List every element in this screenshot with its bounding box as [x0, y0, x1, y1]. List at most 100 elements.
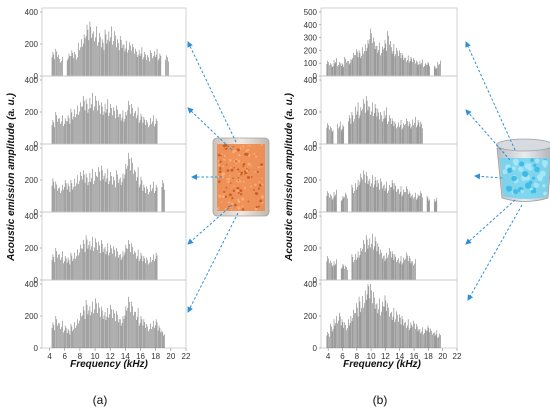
orange-particle — [220, 201, 223, 204]
blue-particle — [524, 182, 532, 189]
y-tick-label: 400 — [304, 280, 318, 289]
orange-particle — [233, 166, 235, 169]
orange-particle — [222, 195, 226, 199]
blue-particle — [534, 166, 540, 173]
x-tick-label: 4 — [47, 352, 52, 361]
blue-particle — [533, 190, 537, 194]
blue-particle — [507, 167, 513, 173]
orange-particle — [245, 169, 249, 173]
orange-particle — [229, 182, 232, 184]
orange-particle — [230, 202, 234, 206]
y-tick-label: 400 — [25, 76, 39, 85]
y-tick-label: 400 — [304, 144, 318, 153]
orange-particle — [247, 200, 250, 203]
y-tick-label: 200 — [304, 312, 318, 321]
blue-particle — [522, 171, 527, 177]
panel-a-ylabel: Acoustic emission amplitude (a. u.) — [6, 92, 17, 261]
orange-particle — [228, 175, 231, 177]
y-tick-label: 0 — [313, 208, 318, 217]
y-tick-label: 100 — [304, 59, 318, 68]
x-tick-label: 8 — [355, 352, 360, 361]
orange-particle — [226, 169, 230, 172]
orange-particle — [243, 186, 247, 190]
orange-particle — [233, 185, 235, 187]
blue-particle — [530, 189, 535, 194]
orange-particle — [236, 189, 240, 192]
blue-particle — [534, 158, 540, 164]
orange-particle — [218, 180, 221, 183]
orange-particle — [239, 189, 243, 193]
orange-particle — [227, 180, 230, 184]
orange-particle — [257, 166, 260, 169]
orange-particle — [241, 197, 245, 201]
orange-particle — [245, 171, 248, 175]
y-tick-label: 400 — [304, 212, 318, 221]
orange-particle — [237, 198, 240, 201]
x-tick-label: 10 — [91, 352, 100, 361]
orange-particle — [224, 195, 228, 198]
connector-arrow — [465, 41, 516, 151]
orange-particle — [217, 153, 221, 157]
orange-particle — [255, 205, 258, 209]
connector-arrow — [465, 199, 516, 245]
connector-arrow — [187, 204, 233, 245]
y-tick-label: 0 — [313, 72, 318, 81]
orange-particle — [235, 162, 237, 165]
orange-particle — [253, 153, 256, 155]
connector-arrow — [187, 107, 233, 151]
orange-particle — [219, 160, 222, 163]
panel-b-caption: (b) — [373, 393, 388, 407]
orange-particle — [223, 154, 226, 157]
orange-particle — [250, 176, 253, 178]
subplot-frame — [41, 7, 187, 77]
orange-particle — [216, 207, 220, 210]
orange-particle — [258, 183, 262, 187]
panel-a-xlabel: Frequency (kHz) — [70, 359, 148, 370]
orange-particle — [235, 158, 238, 161]
blue-particle — [520, 189, 524, 194]
x-tick-label: 10 — [367, 352, 376, 361]
panel-b: 0100200300400500020040002004000200400020… — [304, 7, 462, 361]
panel-b-xlabel: Frequency (kHz) — [343, 359, 421, 370]
y-tick-label: 500 — [304, 8, 318, 17]
panel-a-caption: (a) — [93, 393, 108, 407]
orange-particle — [238, 154, 241, 157]
connector-arrow — [474, 173, 503, 180]
orange-particle — [257, 205, 260, 208]
connector-arrow — [465, 109, 511, 161]
y-tick-label: 200 — [25, 244, 39, 253]
x-tick-label: 16 — [136, 352, 145, 361]
blue-particle — [542, 184, 546, 188]
orange-particle — [241, 208, 245, 211]
orange-particle — [225, 186, 228, 189]
orange-particle — [228, 159, 232, 162]
orange-particle — [255, 155, 258, 158]
x-tick-label: 20 — [438, 352, 447, 361]
blue-particle — [512, 158, 519, 165]
blue-particle-cup-icon — [496, 138, 550, 202]
orange-particle-container-icon — [212, 137, 270, 217]
blue-particle — [505, 185, 513, 192]
orange-particle — [237, 168, 240, 171]
y-tick-label: 200 — [304, 46, 318, 55]
orange-particle — [242, 162, 246, 166]
x-tick-label: 4 — [326, 352, 331, 361]
orange-particle — [247, 144, 249, 147]
orange-particle — [261, 177, 263, 180]
blue-particle — [502, 169, 508, 175]
y-tick-label: 200 — [25, 108, 39, 117]
orange-particle — [217, 160, 220, 162]
x-tick-label: 18 — [151, 352, 160, 361]
blue-particle — [543, 164, 547, 168]
orange-particle — [249, 145, 252, 147]
orange-particle — [254, 171, 256, 173]
y-tick-label: 200 — [25, 40, 39, 49]
x-tick-label: 14 — [395, 352, 404, 361]
y-tick-label: 400 — [25, 144, 39, 153]
blue-particle — [533, 182, 540, 188]
y-tick-label: 0 — [313, 344, 318, 353]
orange-particle — [226, 178, 229, 181]
orange-particle — [230, 209, 233, 211]
